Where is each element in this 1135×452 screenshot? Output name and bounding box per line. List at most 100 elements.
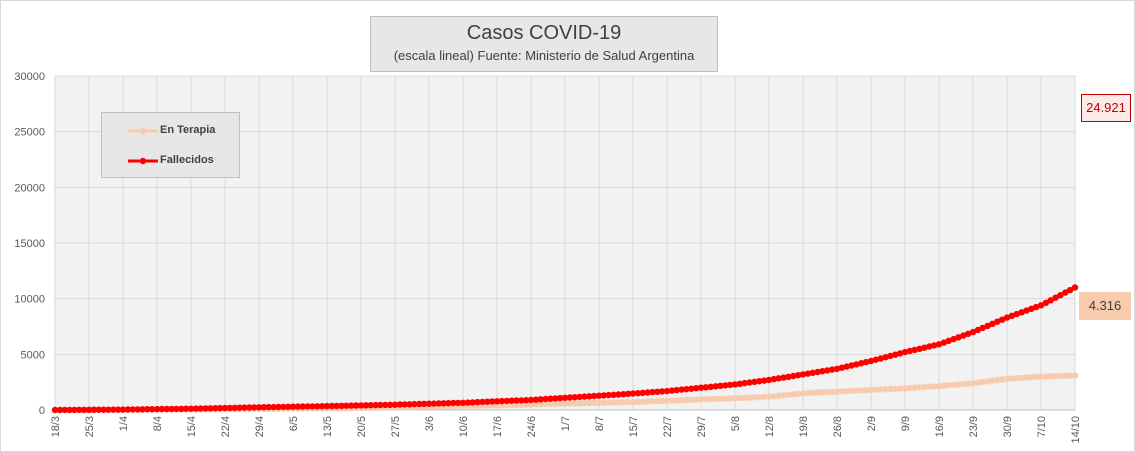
point-en-terapia	[741, 394, 748, 401]
point-fallecidos	[1032, 303, 1040, 311]
point-fallecidos	[916, 345, 923, 352]
point-en-terapia	[610, 399, 617, 406]
x-tick-label: 13/5	[322, 416, 334, 437]
point-en-terapia	[833, 388, 841, 395]
point-en-terapia	[673, 397, 680, 404]
x-tick-label: 29/4	[254, 416, 266, 437]
point-en-terapia	[785, 391, 792, 398]
point-fallecidos	[586, 393, 593, 400]
point-en-terapia	[537, 401, 544, 408]
point-en-terapia	[940, 382, 948, 389]
point-fallecidos	[187, 405, 195, 412]
point-fallecidos	[382, 401, 389, 409]
point-en-terapia	[819, 389, 826, 396]
point-fallecidos	[896, 350, 904, 357]
point-en-terapia	[1028, 374, 1035, 381]
point-fallecidos	[250, 404, 258, 411]
point-fallecidos	[911, 346, 918, 354]
title-box: Casos COVID-19 (escala lineal) Fuente: M…	[370, 16, 718, 72]
point-en-terapia	[547, 400, 554, 408]
point-fallecidos	[722, 382, 729, 389]
point-fallecidos	[134, 406, 141, 413]
point-fallecidos	[663, 387, 671, 395]
point-fallecidos	[299, 403, 306, 410]
point-fallecidos	[547, 395, 554, 402]
point-en-terapia	[955, 381, 962, 388]
point-en-terapia	[872, 386, 880, 393]
legend-marker-en-terapia	[128, 127, 158, 135]
point-fallecidos	[765, 376, 773, 384]
point-fallecidos	[736, 380, 744, 387]
y-tick-label: 25000	[14, 127, 45, 139]
point-fallecidos	[930, 342, 938, 349]
point-fallecidos	[950, 335, 957, 343]
point-en-terapia	[683, 396, 690, 404]
point-en-terapia	[877, 386, 884, 393]
point-en-terapia	[790, 391, 797, 398]
point-fallecidos	[673, 386, 680, 394]
point-fallecidos	[357, 402, 365, 409]
point-fallecidos	[430, 400, 438, 407]
point-fallecidos	[790, 372, 797, 380]
point-en-terapia	[561, 400, 569, 407]
point-en-terapia	[595, 399, 603, 407]
y-tick-label: 15000	[14, 238, 45, 250]
point-fallecidos	[202, 405, 209, 412]
point-fallecidos	[518, 397, 525, 404]
point-fallecidos	[926, 343, 933, 350]
point-fallecidos	[338, 402, 345, 409]
point-fallecidos	[119, 406, 127, 413]
point-en-terapia	[1042, 373, 1050, 380]
x-tick-label: 16/9	[934, 416, 946, 437]
point-fallecidos	[998, 316, 1006, 323]
point-en-terapia	[989, 377, 996, 384]
y-axis: 0 5000 10000 15000 20000 25000 30000	[14, 71, 45, 417]
y-tick-label: 30000	[14, 71, 45, 83]
point-fallecidos	[1013, 310, 1020, 318]
point-en-terapia	[542, 400, 549, 408]
point-fallecidos	[984, 322, 991, 330]
point-fallecidos	[901, 348, 909, 356]
legend-label-en-terapia: En Terapia	[160, 124, 216, 136]
point-en-terapia	[960, 380, 967, 388]
point-fallecidos	[474, 398, 481, 406]
legend-item-fallecidos: Fallecidos	[102, 153, 239, 169]
point-fallecidos	[212, 405, 219, 412]
point-fallecidos	[129, 406, 136, 413]
point-en-terapia	[804, 389, 812, 397]
point-en-terapia	[1003, 375, 1011, 382]
point-fallecidos	[377, 401, 384, 409]
chart-title: Casos COVID-19	[466, 22, 622, 44]
point-fallecidos	[828, 366, 836, 373]
point-fallecidos	[838, 364, 846, 371]
x-tick-label: 30/9	[1002, 416, 1014, 437]
point-fallecidos	[280, 403, 287, 411]
point-en-terapia	[838, 388, 846, 395]
point-fallecidos	[498, 397, 506, 405]
point-fallecidos	[260, 404, 268, 411]
point-fallecidos	[51, 406, 59, 414]
point-fallecidos	[411, 400, 418, 408]
point-fallecidos	[644, 389, 651, 396]
point-fallecidos	[323, 402, 331, 410]
point-fallecidos	[105, 406, 112, 413]
point-en-terapia	[722, 395, 729, 402]
point-fallecidos	[785, 373, 792, 380]
point-fallecidos	[231, 404, 238, 411]
x-tick-label: 29/7	[696, 416, 708, 437]
point-fallecidos	[513, 397, 520, 404]
x-tick-label: 1/4	[118, 416, 130, 431]
point-fallecidos	[862, 358, 870, 366]
point-en-terapia	[731, 395, 739, 402]
point-fallecidos	[488, 398, 496, 405]
point-fallecidos	[877, 355, 884, 362]
point-en-terapia	[1008, 375, 1016, 382]
point-fallecidos	[493, 398, 501, 405]
point-fallecidos	[328, 402, 336, 410]
x-tick-label: 3/6	[424, 416, 436, 431]
point-fallecidos	[780, 374, 787, 381]
point-fallecidos	[469, 399, 476, 406]
point-en-terapia	[921, 383, 928, 391]
